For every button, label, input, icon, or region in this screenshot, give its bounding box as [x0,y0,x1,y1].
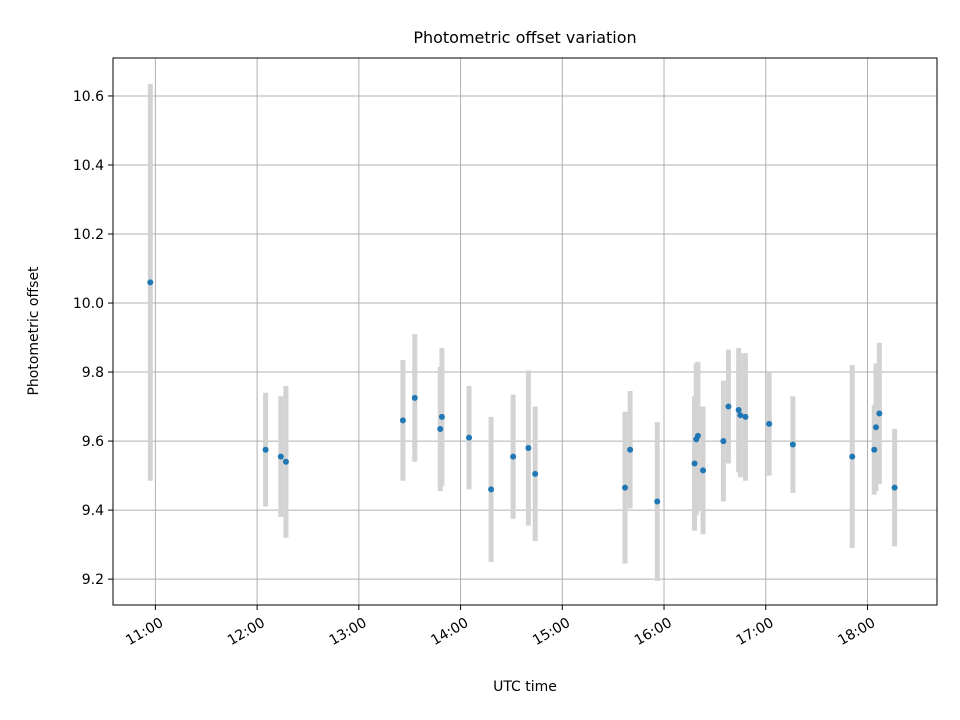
data-point [720,438,727,445]
x-axis-ticks: 11:00 12:00 13:00 14:00 15:00 16:00 17:00 18:00 [123,605,878,649]
y-tick-label: 9.4 [82,503,104,519]
x-axis-label: UTC time [493,679,557,695]
data-point [488,486,495,493]
data-point [532,470,539,477]
x-tick-label: 13:00 [327,615,370,649]
data-point [766,420,773,427]
data-point [700,467,707,474]
data-point [282,458,289,465]
chart-title: Photometric offset variation [413,28,636,47]
plot-frame [112,57,938,606]
data-point [399,417,406,424]
data-point [525,444,532,451]
y-axis-label: Photometric offset [26,266,42,396]
y-tick-label: 9.8 [82,365,104,381]
data-point [876,410,883,417]
data-point [466,434,473,441]
data-point [654,498,661,505]
data-point [438,413,445,420]
grid-lines [113,58,937,605]
x-tick-label: 12:00 [225,615,268,649]
data-point [891,484,898,491]
data-point [510,453,517,460]
x-tick-label: 15:00 [530,615,573,649]
data-point [735,407,742,414]
data-point [725,403,732,410]
data-point [742,413,749,420]
y-axis-ticks: 9.2 9.4 9.6 9.8 10.0 10.2 10.4 10.6 [73,89,113,588]
x-tick-label: 16:00 [632,615,675,649]
data-point [694,432,701,439]
plot-background [113,58,937,605]
x-tick-label: 14:00 [428,615,471,649]
data-point [871,446,878,453]
y-tick-label: 9.2 [82,572,104,588]
data-point [262,446,269,453]
data-point [872,424,879,431]
x-tick-label: 18:00 [835,615,878,649]
y-tick-label: 10.2 [73,227,104,243]
y-tick-label: 10.4 [73,158,104,174]
x-tick-label: 17:00 [734,615,777,649]
y-tick-label: 10.0 [73,296,104,312]
data-point [627,446,634,453]
data-point [437,425,444,432]
data-points [147,279,898,505]
data-point [789,441,796,448]
data-point [691,460,698,467]
data-point [849,453,856,460]
y-tick-label: 10.6 [73,89,104,105]
data-point [277,453,284,460]
y-tick-label: 9.6 [82,434,104,450]
data-point [147,279,154,286]
x-tick-label: 11:00 [123,615,166,649]
data-point [411,394,418,401]
data-point [622,484,629,491]
data-point [737,412,744,419]
